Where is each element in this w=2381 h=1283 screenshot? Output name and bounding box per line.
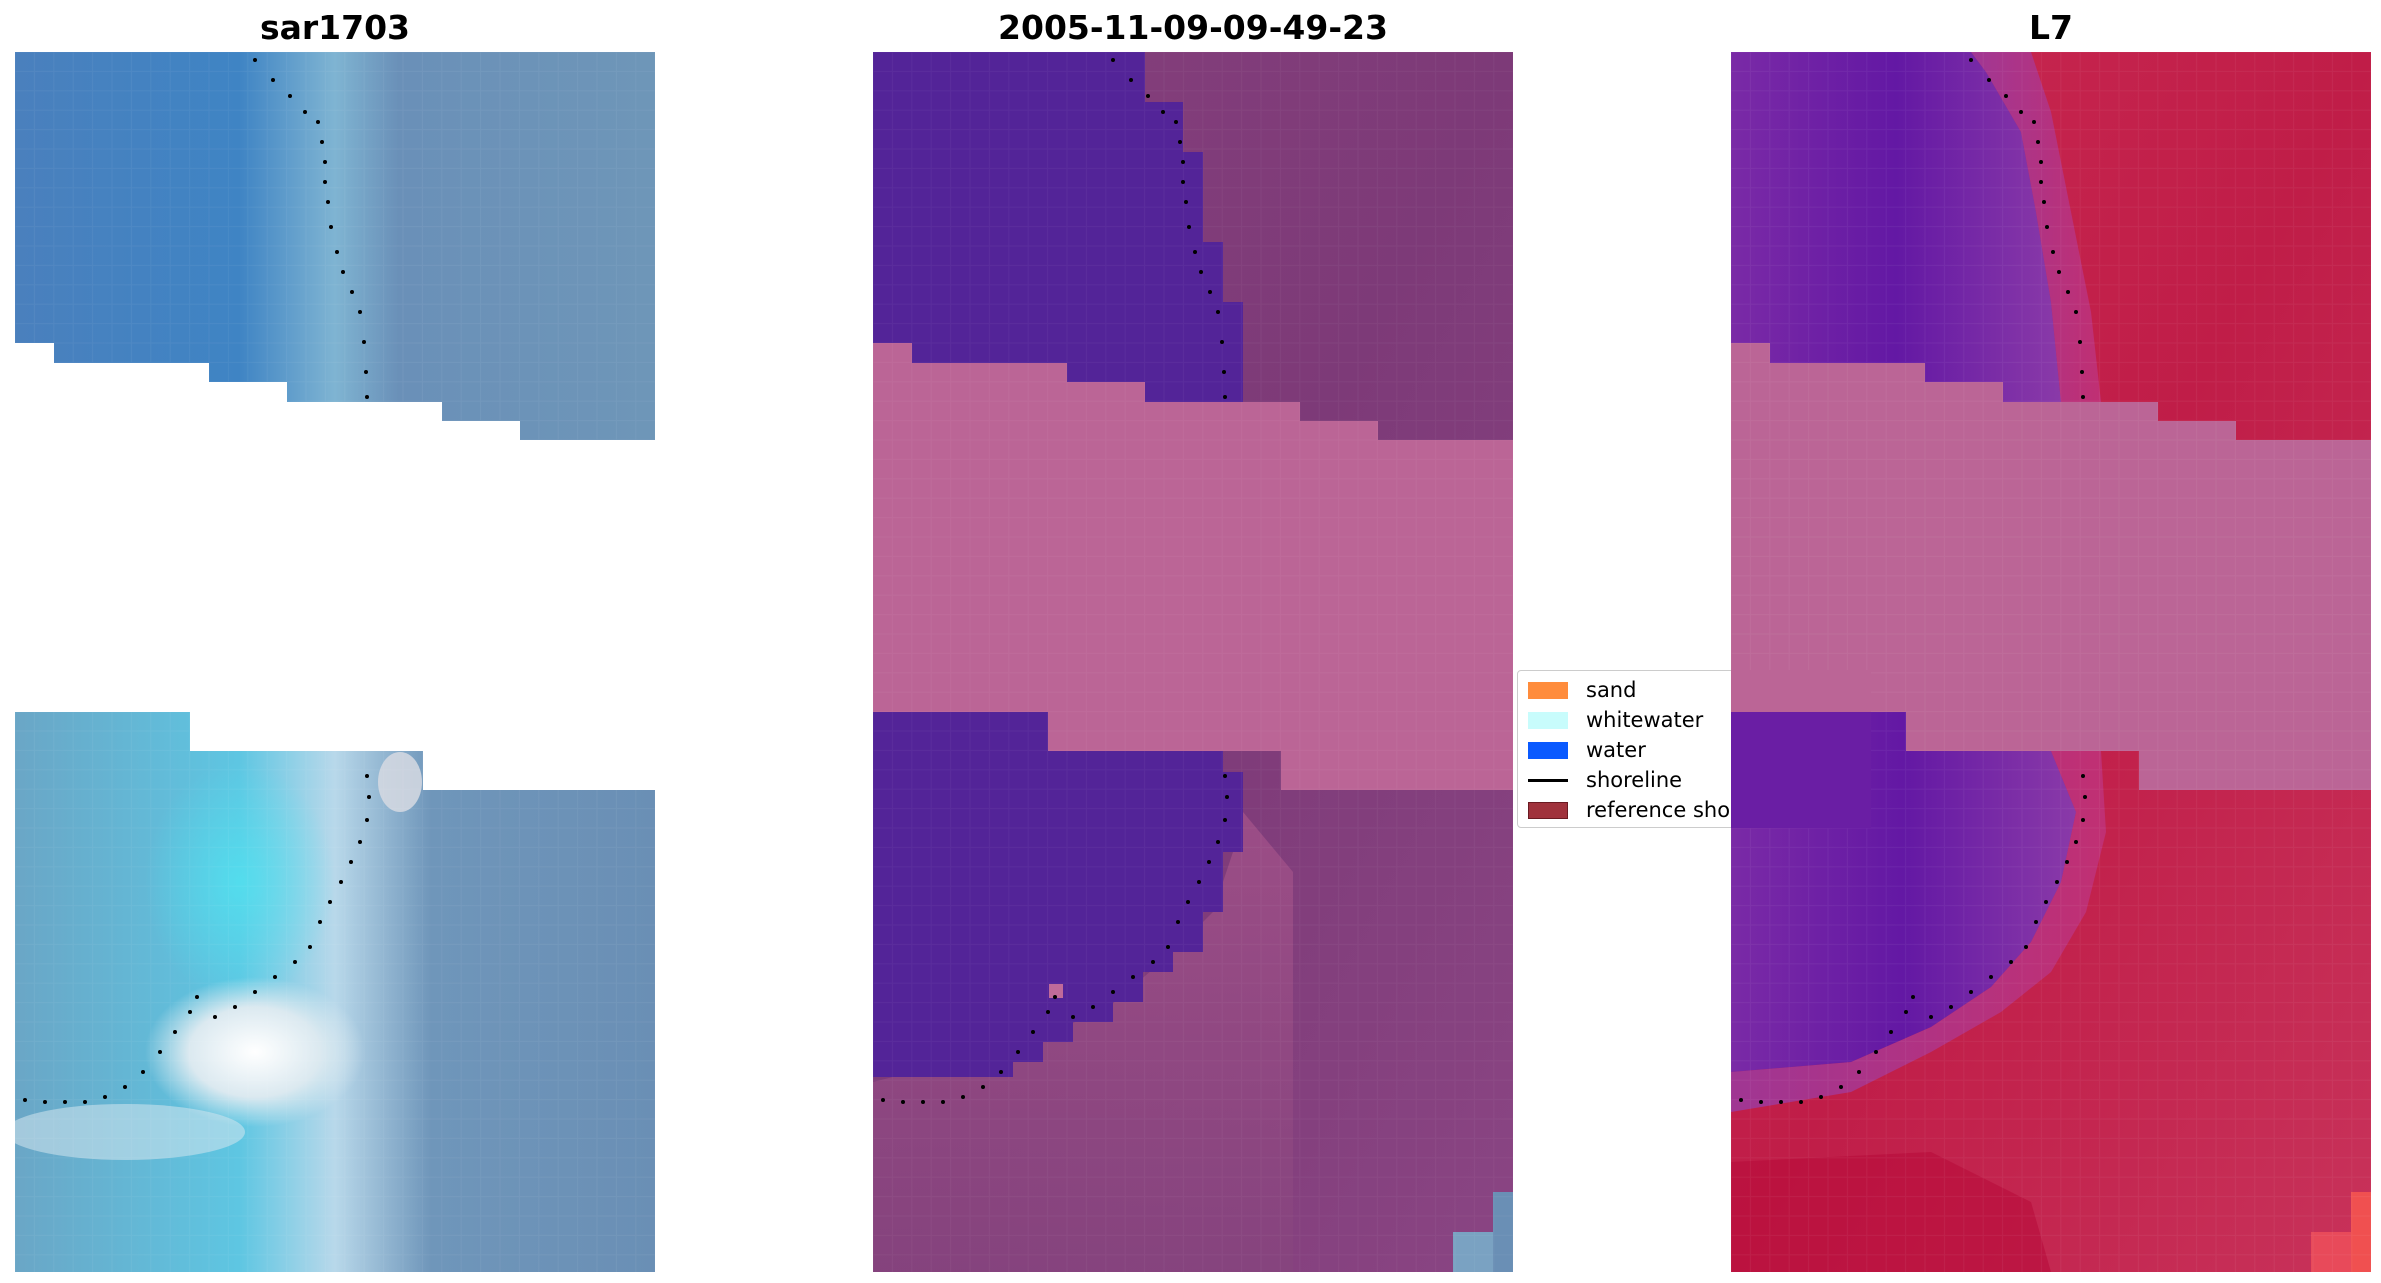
reference-shoreline-swatch bbox=[1528, 801, 1568, 819]
legend-item-shoreline: shoreline bbox=[1528, 767, 1682, 793]
classified-shoreline-bottom bbox=[881, 774, 1229, 1104]
whitewater-swatch bbox=[1528, 711, 1568, 729]
classified-shoreline-top bbox=[1111, 58, 1227, 399]
legend-label-whitewater: whitewater bbox=[1586, 708, 1704, 732]
index-image-panel bbox=[1731, 52, 2371, 1272]
index-image bbox=[1731, 52, 2371, 1272]
index-shoreline-bottom bbox=[1739, 774, 2087, 1104]
legend-overdraw-mask bbox=[1731, 670, 1871, 828]
legend-item-water: water bbox=[1528, 737, 1646, 763]
classified-image-panel bbox=[873, 52, 1513, 1272]
classified-image bbox=[873, 52, 1513, 1272]
rgb-image bbox=[15, 52, 655, 1272]
legend-label-shoreline: shoreline bbox=[1586, 768, 1683, 792]
sand-swatch bbox=[1528, 681, 1568, 699]
shoreline-line-swatch bbox=[1528, 778, 1568, 782]
legend-item-whitewater: whitewater bbox=[1528, 707, 1703, 733]
rgb-image-panel bbox=[15, 52, 655, 1272]
panel-title-index: L7 bbox=[2029, 8, 2073, 47]
legend-item-sand: sand bbox=[1528, 677, 1636, 703]
legend-label-sand: sand bbox=[1586, 678, 1637, 702]
panel-title-rgb: sar1703 bbox=[259, 8, 411, 47]
panel-title-classified: 2005-11-09-09-49-23 bbox=[998, 8, 1388, 47]
rgb-shoreline-top bbox=[253, 58, 369, 399]
legend-label-water: water bbox=[1586, 738, 1646, 762]
index-shoreline-top bbox=[1969, 58, 2085, 399]
water-swatch bbox=[1528, 741, 1568, 759]
rgb-shoreline-bottom bbox=[23, 774, 371, 1104]
